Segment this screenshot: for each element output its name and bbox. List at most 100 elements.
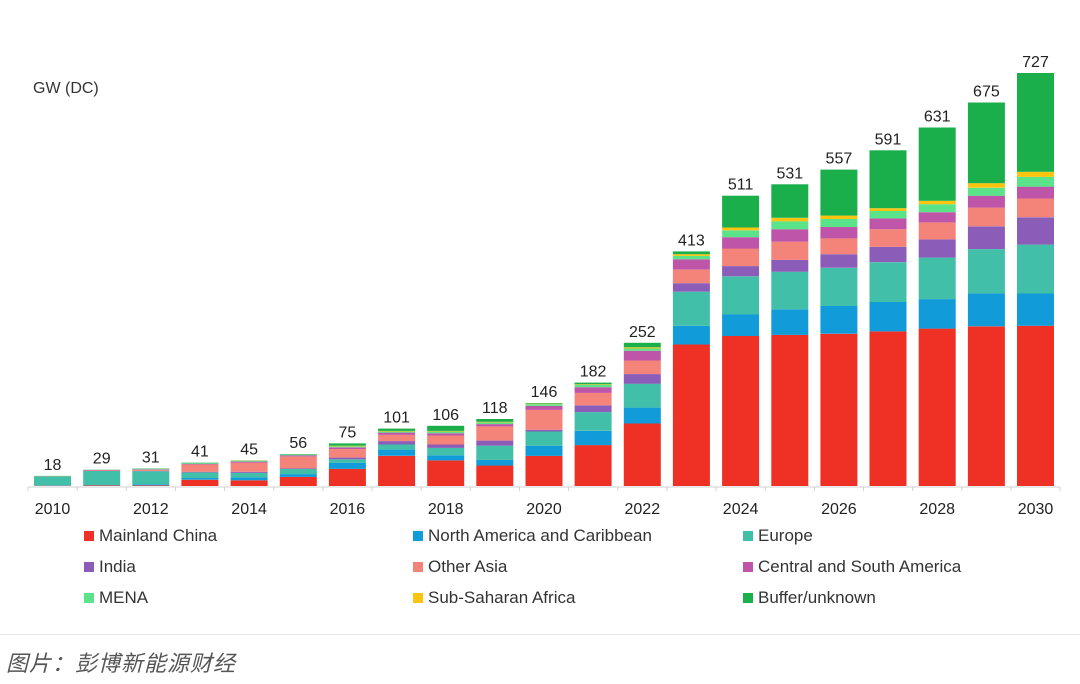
bar-segment-sub-saharan-africa-2026 [820, 215, 858, 219]
bar-segment-sub-saharan-africa-2016 [328, 445, 366, 447]
legend-item-buffer-unknown: Buffer/unknown [743, 588, 876, 608]
bar-segment-mena-2028 [918, 204, 956, 213]
bar-segment-europe-2019 [476, 445, 514, 460]
bar-segment-central-and-south-america-2019 [476, 424, 514, 427]
bar-segment-other-asia-2011 [83, 470, 121, 471]
bar-segment-europe-2018 [427, 447, 465, 456]
x-tick-label-2016: 2016 [330, 501, 366, 518]
total-label-2027: 591 [875, 131, 902, 148]
total-label-2010: 18 [44, 457, 62, 474]
bar-segment-north-america-and-caribbean-2029 [967, 293, 1005, 327]
bar-segment-europe-2014 [230, 472, 268, 478]
bar-segment-north-america-and-caribbean-2018 [427, 455, 465, 461]
bar-segment-central-and-south-america-2020 [525, 405, 563, 410]
bar-segment-sub-saharan-africa-2027 [869, 208, 907, 211]
total-label-2029: 675 [973, 84, 1000, 101]
bar-segment-north-america-and-caribbean-2030 [1017, 293, 1054, 326]
legend-item-mena: MENA [84, 588, 148, 608]
x-axis: 2010 2012 2014 2016 2018 2020 2022 2024 2026 2028… [27, 486, 1061, 518]
bar-segment-mainland-china-2014 [230, 480, 268, 486]
bar-segment-central-and-south-america-2024 [722, 237, 760, 249]
legend-swatch [743, 531, 753, 541]
x-tick-label-2028: 2028 [919, 501, 955, 518]
y-axis-label: GW (DC) [33, 80, 99, 97]
bar-segment-other-asia-2024 [722, 248, 760, 267]
bar-segment-other-asia-2015 [279, 456, 317, 469]
bar-segment-north-america-and-caribbean-2028 [918, 299, 956, 329]
total-label-2016: 75 [339, 424, 357, 441]
bar-segment-other-asia-2014 [230, 462, 268, 472]
divider [0, 634, 1080, 635]
bar-segment-central-and-south-america-2015 [279, 455, 317, 457]
bar-segment-mena-2019 [476, 422, 514, 425]
total-label-2018: 106 [432, 407, 459, 424]
bar-segment-north-america-and-caribbean-2021 [574, 430, 612, 446]
bar-segment-other-asia-2029 [967, 207, 1005, 227]
bar-segment-central-and-south-america-2013 [181, 463, 219, 465]
bar-segment-north-america-and-caribbean-2016 [328, 462, 366, 469]
bar-segment-mena-2018 [427, 431, 465, 434]
bar-segment-central-and-south-america-2029 [967, 195, 1005, 208]
total-label-2028: 631 [924, 109, 951, 126]
bar-segment-mainland-china-2019 [476, 465, 514, 486]
bar-segment-sub-saharan-africa-2029 [967, 183, 1005, 188]
total-label-2025: 531 [776, 165, 803, 182]
bar-segment-sub-saharan-africa-2030 [1017, 171, 1054, 177]
bar-segment-north-america-and-caribbean-2025 [771, 309, 809, 335]
bar-segment-central-and-south-america-2021 [574, 387, 612, 393]
bar-segment-europe-2024 [722, 276, 760, 315]
bar-segment-sub-saharan-africa-2021 [574, 384, 612, 385]
bar-segment-mainland-china-2022 [623, 423, 661, 486]
legend-item-mainland-china: Mainland China [84, 526, 217, 546]
bar-segment-sub-saharan-africa-2019 [476, 421, 514, 423]
bars-group [34, 73, 1054, 486]
bar-segment-buffer-unknown-2023 [672, 251, 710, 255]
bar-segment-mainland-china-2027 [869, 331, 907, 486]
bar-segment-europe-2016 [328, 459, 366, 463]
bar-segment-sub-saharan-africa-2025 [771, 217, 809, 222]
total-label-2012: 31 [142, 449, 160, 466]
bar-segment-mainland-china-2011 [83, 485, 121, 486]
legend-item-central-south-america: Central and South America [743, 557, 961, 577]
total-label-2017: 101 [383, 410, 410, 427]
bar-segment-other-asia-2023 [672, 269, 710, 284]
bar-segment-other-asia-2013 [181, 464, 219, 472]
bar-segment-mena-2016 [328, 446, 366, 448]
bar-segment-europe-2027 [869, 262, 907, 302]
legend-label: North America and Caribbean [428, 526, 652, 545]
bar-segment-india-2023 [672, 283, 710, 292]
x-tick-label-2020: 2020 [526, 501, 562, 518]
bar-segment-mena-2024 [722, 230, 760, 238]
bar-segment-other-asia-2028 [918, 222, 956, 240]
bar-segment-mainland-china-2018 [427, 460, 465, 486]
x-tick-label-2026: 2026 [821, 501, 857, 518]
bar-segment-india-2015 [279, 468, 317, 469]
bar-segment-buffer-unknown-2022 [623, 342, 661, 348]
bar-segment-sub-saharan-africa-2017 [378, 430, 416, 432]
bar-segment-europe-2017 [378, 444, 416, 450]
bar-segment-north-america-and-caribbean-2017 [378, 449, 416, 456]
total-label-2030: 727 [1022, 54, 1049, 71]
total-labels-group: 18 29 31 41 45 56 75 101 106 118 146 182 252 413 511 53… [44, 54, 1049, 474]
bar-segment-other-asia-2020 [525, 409, 563, 430]
bar-segment-mainland-china-2015 [279, 476, 317, 486]
bar-segment-mena-2013 [181, 463, 219, 464]
x-tick-label-2030: 2030 [1018, 501, 1054, 518]
bar-segment-mena-2015 [279, 454, 317, 456]
bar-segment-mena-2022 [623, 348, 661, 351]
bar-segment-sub-saharan-africa-2020 [525, 403, 563, 405]
bar-segment-other-asia-2016 [328, 449, 366, 458]
bar-segment-mainland-china-2024 [722, 336, 760, 486]
legend-item-india: India [84, 557, 136, 577]
bar-segment-india-2014 [230, 471, 268, 473]
bar-segment-europe-2010 [34, 476, 71, 486]
total-label-2026: 557 [826, 151, 853, 168]
bar-segment-india-2022 [623, 374, 661, 384]
bar-segment-buffer-unknown-2013 [181, 462, 219, 464]
bar-segment-other-asia-2019 [476, 426, 514, 441]
bar-segment-central-and-south-america-2018 [427, 433, 465, 436]
legend-swatch [743, 562, 753, 572]
bar-segment-india-2030 [1017, 217, 1054, 245]
legend-label: Sub-Saharan Africa [428, 588, 576, 607]
bar-segment-europe-2022 [623, 383, 661, 408]
